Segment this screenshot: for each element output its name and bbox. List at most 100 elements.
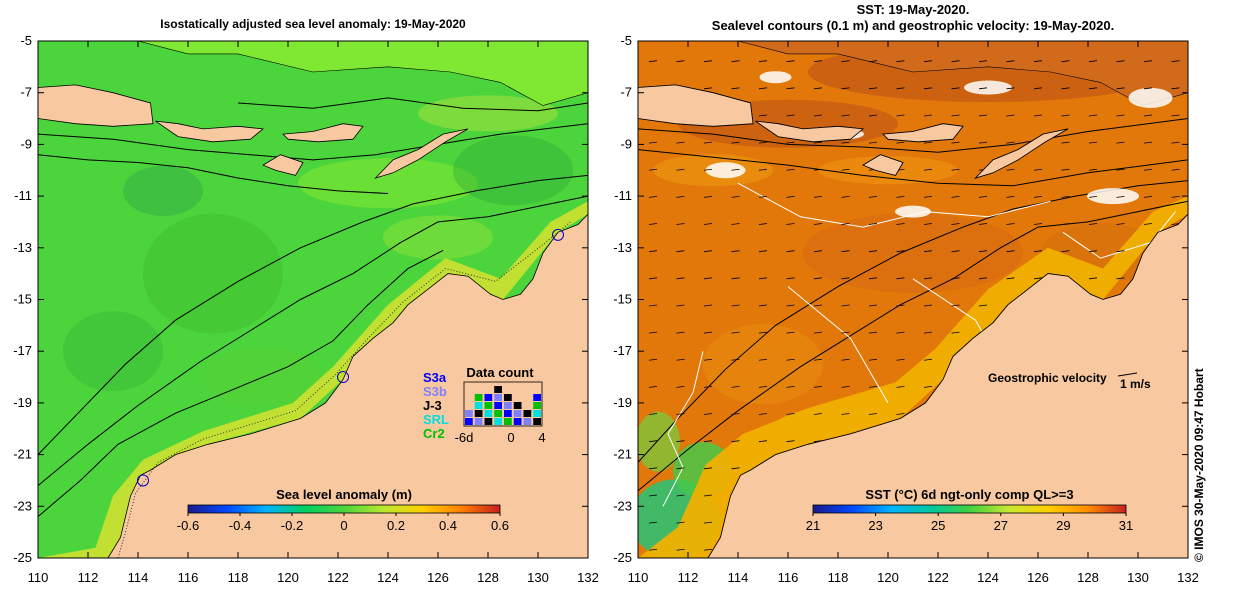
right-title-line1: SST: 19-May-2020.: [856, 2, 970, 17]
field-patch: [143, 213, 283, 334]
velocity-vector: [896, 331, 905, 334]
map-content: [638, 41, 1188, 558]
y-tick-label: -13: [13, 240, 32, 255]
field-patch: [803, 212, 1023, 293]
velocity-vector: [1116, 141, 1125, 144]
shelf-band: [638, 196, 1188, 558]
velocity-vector: [923, 304, 933, 307]
colorbar: [187, 504, 501, 514]
field-patch: [703, 324, 823, 405]
velocity-vector: [648, 440, 658, 443]
island: [282, 123, 364, 143]
velocity-vector: [1088, 114, 1098, 117]
velocity-vector: [1143, 60, 1153, 63]
y-tick-label: -15: [13, 292, 32, 307]
data-count-bar-segment: [513, 402, 522, 409]
field-patch: [63, 311, 163, 392]
velocity-vector: [786, 114, 795, 117]
x-tick-label: 132: [577, 570, 599, 585]
satellite-label: SRL: [423, 412, 449, 427]
velocity-vector: [786, 141, 795, 144]
velocity-vector: [868, 358, 878, 361]
velocity-vector: [951, 331, 960, 334]
velocity-vector: [703, 60, 713, 63]
velocity-vector: [676, 277, 685, 280]
colorbar-tick-label: 29: [1056, 518, 1070, 533]
velocity-vector: [1171, 195, 1180, 198]
data-count-bar-segment: [484, 402, 493, 409]
data-count-bar-segment: [474, 402, 483, 409]
northern-islands: [137, 41, 588, 106]
x-tick-label: 114: [728, 570, 749, 585]
velocity-vector: [703, 87, 713, 90]
velocity-vector: [786, 331, 795, 334]
velocity-vector: [1006, 223, 1015, 225]
velocity-vector: [703, 223, 713, 225]
velocity-vector: [731, 413, 740, 415]
y-tick-label: -11: [14, 188, 32, 203]
velocity-vector: [1061, 60, 1070, 63]
velocity-vector: [951, 277, 960, 280]
velocity-vector: [676, 358, 685, 361]
velocity-vector: [731, 358, 740, 361]
velocity-vector: [868, 250, 878, 253]
velocity-vector: [841, 195, 850, 198]
velocity-vector: [786, 60, 795, 63]
data-count-bar-segment: [484, 410, 493, 417]
velocity-vector: [1143, 87, 1153, 90]
satellite-label: S3b: [423, 384, 447, 399]
island: [638, 84, 754, 127]
velocity-vector: [703, 467, 713, 470]
velocity-vector: [1088, 87, 1098, 90]
velocity-vector: [896, 141, 905, 144]
colorbar-tick-label: 0.4: [439, 518, 457, 533]
field-patch: [638, 411, 680, 472]
x-tick-label: 112: [78, 570, 99, 585]
velocity-vector: [951, 114, 960, 117]
colorbar-tick-label: 21: [806, 518, 820, 533]
velocity-vector: [951, 195, 960, 198]
data-count-bar-segment: [494, 402, 502, 409]
velocity-vector: [648, 358, 658, 361]
velocity-vector: [1033, 87, 1043, 90]
velocity-vector: [1033, 60, 1043, 63]
island: [262, 154, 304, 176]
velocity-vector: [923, 168, 933, 171]
velocity-annotation: Geostrophic velocity: [988, 371, 1107, 385]
velocity-vector: [648, 223, 658, 225]
data-count-bar-segment: [504, 418, 512, 425]
velocity-vector: [1143, 168, 1153, 171]
data-count-bar-segment: [474, 410, 483, 417]
velocity-vector: [1171, 87, 1180, 90]
velocity-vector: [868, 114, 878, 117]
velocity-vector: [703, 440, 713, 443]
tide-gauge-marker: [137, 474, 149, 487]
x-tick-label: 128: [477, 570, 499, 585]
y-tick-label: -11: [614, 188, 632, 203]
velocity-vector: [868, 413, 878, 415]
data-count-bar-segment: [513, 418, 522, 425]
velocity-vector: [813, 114, 823, 117]
y-tick-label: -25: [613, 550, 632, 565]
velocity-vector: [676, 494, 685, 497]
velocity-vector: [703, 358, 713, 361]
velocity-vector: [758, 250, 768, 253]
velocity-vector: [1006, 87, 1015, 90]
x-tick-label: 110: [28, 570, 49, 585]
velocity-vector: [868, 304, 878, 307]
cloud-mask: [895, 205, 931, 218]
velocity-vector: [1033, 223, 1043, 225]
velocity-vector: [951, 304, 960, 307]
velocity-vector: [841, 331, 850, 334]
cloud-mask: [1128, 87, 1173, 108]
velocity-vector: [731, 60, 740, 63]
velocity-vector: [1116, 168, 1125, 171]
velocity-vector: [1116, 114, 1125, 117]
velocity-vector: [648, 467, 658, 470]
velocity-vector: [841, 168, 850, 171]
velocity-vector: [648, 195, 658, 198]
field-patch: [383, 215, 493, 260]
data-count-bar-segment: [533, 410, 541, 417]
velocity-vector: [1033, 195, 1043, 198]
